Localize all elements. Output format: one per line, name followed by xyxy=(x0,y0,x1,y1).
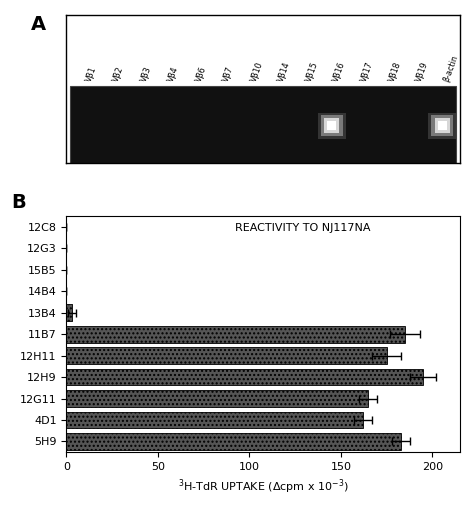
Text: Vβ2: Vβ2 xyxy=(111,65,126,83)
Bar xyxy=(66,369,423,386)
Text: B: B xyxy=(11,193,26,211)
Bar xyxy=(431,115,453,136)
Text: A: A xyxy=(31,15,46,34)
Bar xyxy=(428,112,456,139)
Text: Vβ7: Vβ7 xyxy=(222,65,236,83)
Text: Vβ19: Vβ19 xyxy=(415,60,430,83)
Bar xyxy=(438,121,447,130)
Text: β-actin: β-actin xyxy=(442,54,460,83)
Bar xyxy=(318,112,346,139)
Text: Vβ14: Vβ14 xyxy=(277,60,292,83)
Bar xyxy=(66,390,368,407)
Bar xyxy=(70,86,456,163)
Text: Vβ3: Vβ3 xyxy=(139,66,153,83)
Bar xyxy=(66,326,405,342)
Text: Vβ6: Vβ6 xyxy=(194,66,208,83)
Text: REACTIVITY TO NJ117NA: REACTIVITY TO NJ117NA xyxy=(235,224,370,233)
Bar xyxy=(328,121,337,130)
Text: Vβ17: Vβ17 xyxy=(359,60,375,83)
Bar xyxy=(66,347,387,364)
Text: Vβ4: Vβ4 xyxy=(167,66,181,83)
Text: Vβ1: Vβ1 xyxy=(84,66,98,83)
Text: Vβ16: Vβ16 xyxy=(332,60,347,83)
Bar xyxy=(321,115,343,136)
Bar xyxy=(435,118,450,133)
Bar xyxy=(66,433,401,450)
Bar xyxy=(66,411,363,428)
Bar xyxy=(66,304,72,321)
Text: Vβ10: Vβ10 xyxy=(249,60,265,83)
Text: Vβ15: Vβ15 xyxy=(304,60,320,83)
X-axis label: $^{3}$H-TdR UPTAKE (Δcpm x 10$^{-3}$): $^{3}$H-TdR UPTAKE (Δcpm x 10$^{-3}$) xyxy=(178,478,348,496)
Text: Vβ18: Vβ18 xyxy=(387,60,402,83)
Bar xyxy=(324,118,339,133)
